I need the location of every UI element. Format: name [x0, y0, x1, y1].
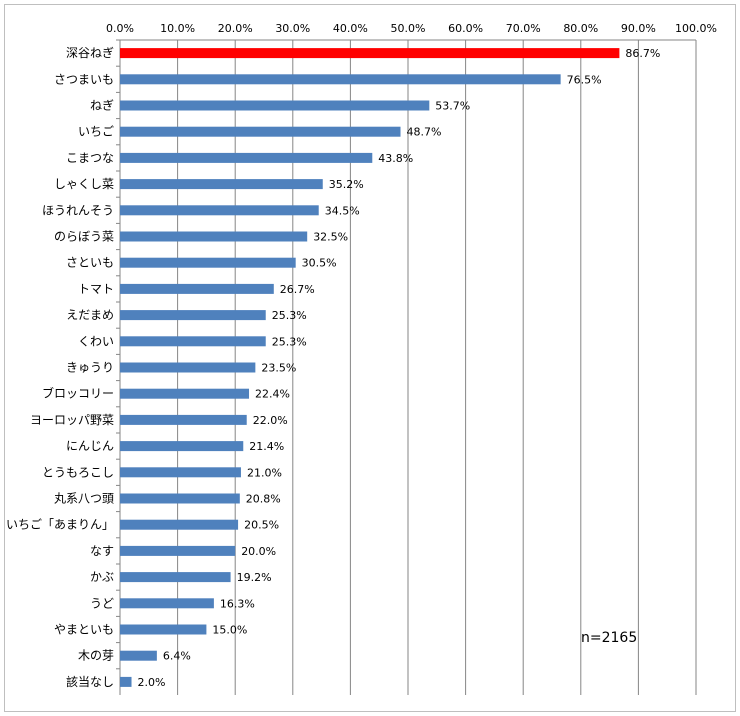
bar — [120, 152, 373, 163]
data-label: 21.4% — [249, 440, 284, 453]
category-label: 丸系八つ頭 — [54, 492, 114, 506]
data-label: 32.5% — [313, 231, 348, 244]
data-label: 26.7% — [280, 283, 315, 296]
data-label: 20.5% — [244, 519, 279, 532]
data-label: 19.2% — [237, 571, 272, 584]
data-label: 6.4% — [163, 650, 191, 663]
category-label: のらぼう菜 — [54, 230, 114, 244]
bar — [120, 650, 157, 661]
category-label: くわい — [78, 334, 114, 348]
bar — [120, 572, 231, 583]
data-label: 21.0% — [247, 466, 282, 479]
x-tick-label: 70.0% — [506, 22, 541, 35]
sample-size-annotation: n=2165 — [581, 630, 637, 646]
data-label: 43.8% — [378, 152, 413, 165]
bar — [120, 231, 308, 242]
data-label: 53.7% — [435, 100, 470, 113]
bar — [120, 545, 236, 556]
bar — [120, 414, 247, 425]
category-label: かぶ — [90, 570, 114, 584]
bar — [120, 179, 323, 190]
data-label: 30.5% — [302, 257, 337, 270]
data-label: 48.7% — [407, 126, 442, 139]
category-label: きゅうり — [66, 361, 114, 375]
bar — [120, 100, 430, 111]
bar — [120, 74, 561, 85]
data-label: 15.0% — [212, 624, 247, 637]
bar — [120, 336, 266, 347]
category-label: やまといも — [54, 623, 114, 637]
category-label: うど — [90, 596, 114, 610]
data-label: 22.4% — [255, 388, 290, 401]
bar — [120, 624, 207, 635]
category-label: ヨーロッパ野菜 — [30, 413, 114, 427]
category-label: えだまめ — [66, 308, 114, 322]
x-tick-label: 80.0% — [563, 22, 598, 35]
category-label: にんじん — [66, 439, 114, 453]
x-tick-label: 0.0% — [106, 22, 134, 35]
data-label: 25.3% — [272, 335, 307, 348]
bar — [120, 310, 266, 321]
x-tick-label: 40.0% — [333, 22, 368, 35]
category-label: さつまいも — [54, 72, 114, 86]
data-label: 20.8% — [246, 493, 281, 506]
bar — [120, 48, 620, 59]
bar — [120, 519, 239, 530]
category-label: とうもろこし — [42, 465, 114, 479]
data-label: 25.3% — [272, 309, 307, 322]
bar — [120, 126, 401, 137]
category-label: いちご — [78, 124, 114, 139]
category-label: ブロッコリー — [42, 386, 114, 401]
bar — [120, 441, 244, 452]
x-tick-label: 100.0% — [675, 22, 717, 35]
category-label: しゃくし菜 — [54, 177, 114, 191]
category-label: さといも — [66, 256, 114, 270]
x-tick-label: 50.0% — [391, 22, 426, 35]
x-tick-label: 30.0% — [275, 22, 310, 35]
data-label: 2.0% — [138, 676, 166, 689]
data-label: 20.0% — [241, 545, 276, 558]
x-tick-label: 60.0% — [448, 22, 483, 35]
bar — [120, 283, 274, 294]
chart-frame — [4, 4, 736, 712]
data-label: 35.2% — [329, 178, 364, 191]
x-tick-label: 90.0% — [621, 22, 656, 35]
category-label: 木の芽 — [78, 649, 114, 663]
category-label: 該当なし — [66, 674, 114, 689]
data-label: 23.5% — [261, 362, 296, 375]
bar — [120, 257, 296, 268]
bar — [120, 362, 256, 373]
x-tick-label: 20.0% — [218, 22, 253, 35]
data-label: 16.3% — [220, 597, 255, 610]
category-label: トマト — [78, 282, 114, 296]
data-label: 86.7% — [625, 47, 660, 60]
x-tick-label: 10.0% — [160, 22, 195, 35]
data-label: 22.0% — [253, 414, 288, 427]
bar — [120, 676, 132, 687]
bar — [120, 493, 240, 504]
bar — [120, 598, 214, 609]
data-label: 76.5% — [567, 73, 602, 86]
category-label: ねぎ — [90, 99, 114, 113]
category-label: なす — [90, 544, 114, 558]
category-label: こまつな — [66, 151, 114, 165]
category-label: ほうれんそう — [42, 203, 114, 217]
bar — [120, 388, 250, 399]
category-label: いちご「あまりん」 — [6, 517, 114, 532]
bar — [120, 467, 241, 478]
bar — [120, 205, 319, 216]
category-label: 深谷ねぎ — [66, 46, 114, 60]
data-label: 34.5% — [325, 204, 360, 217]
